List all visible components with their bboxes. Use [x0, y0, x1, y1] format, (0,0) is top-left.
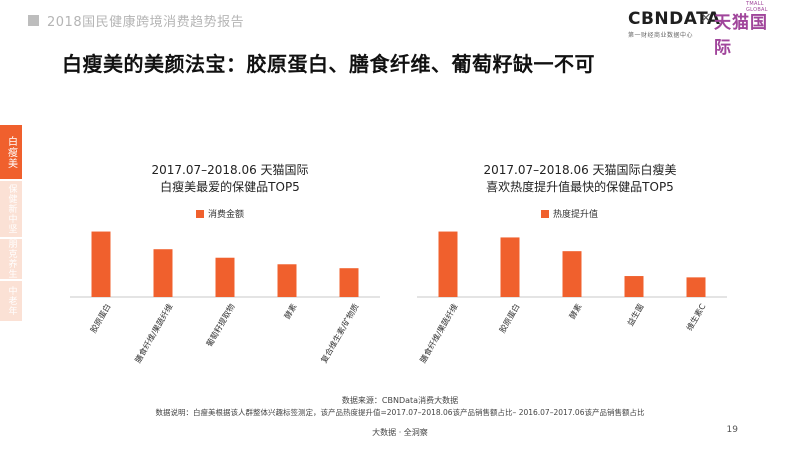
- chart-1-tick-label: 复合维生素/矿物质: [319, 302, 361, 365]
- chart-1-legend-label: 消费金额: [208, 210, 245, 220]
- data-note: 数据说明：白瘦美根据该人群整体兴趣标签测定，该产品热度提升值=2017.07–2…: [155, 408, 645, 417]
- chart-2-title: 2017.07–2018.06 天猫国际白瘦美 喜欢热度提升值最快的保健品TOP…: [450, 162, 710, 196]
- chart-1-bar: [339, 268, 359, 297]
- chart-1-legend-swatch: [196, 209, 204, 218]
- tmall-global-logo: 天猫国际: [714, 13, 768, 58]
- sidebar-item-active[interactable]: 白瘦美: [0, 125, 22, 179]
- chart-2-title-line1: 2017.07–2018.06 天猫国际白瘦美: [483, 163, 677, 177]
- data-source: 数据来源：CBNData消费大数据: [341, 396, 459, 405]
- cbndata-logo: CBNDATA: [628, 9, 721, 29]
- chart-2-bar: [438, 231, 458, 297]
- chart-2-tick-label: 酵素: [567, 302, 584, 321]
- logo-separator: ×: [700, 10, 712, 26]
- page-title: 白瘦美的美颜法宝：胶原蛋白、膳食纤维、葡萄籽缺一不可: [62, 52, 595, 76]
- chart-1-bar: [215, 257, 235, 297]
- cbndata-logo-subtitle: 第一财经商业数据中心: [628, 32, 694, 39]
- chart-2-bar: [624, 276, 644, 297]
- chart-1-legend: 消费金额: [196, 207, 244, 220]
- page-number: 19: [726, 425, 738, 435]
- chart-1-tick-label: 胶原蛋白: [88, 302, 113, 335]
- chart-2-bar: [500, 237, 520, 297]
- chart-1-bar: [91, 231, 111, 297]
- chart-1-tick-label: 膳食纤维/果蔬纤维: [133, 302, 175, 365]
- report-title: 2018国民健康跨境消费趋势报告: [47, 15, 245, 30]
- chart-2-legend-swatch: [541, 209, 549, 218]
- chart-1-tick-label: 葡萄籽提取物: [204, 302, 237, 349]
- chart-2-legend-label: 热度提升值: [553, 210, 599, 220]
- header-square-icon: [28, 15, 39, 26]
- chart-2-title-line2: 喜欢热度提升值最快的保健品TOP5: [486, 180, 674, 194]
- sidebar-item-elderly[interactable]: 中老年: [0, 281, 22, 321]
- chart-2-tick-label: 益生菌: [625, 302, 646, 328]
- sidebar-item-punk-wellness[interactable]: 朋克养生: [0, 239, 22, 279]
- tmall-global-logo-subtitle: TMALL GLOBAL: [746, 1, 768, 13]
- chart-2-tick-label: 胶原蛋白: [497, 302, 522, 335]
- chart-1-bar: [277, 264, 297, 297]
- sidebar-item-health-core[interactable]: 保健新中坚: [0, 181, 22, 237]
- footer-tagline: 大数据 · 全洞察: [372, 428, 428, 437]
- sidebar: 白瘦美 保健新中坚 朋克养生 中老年: [0, 125, 22, 321]
- chart-1-title-line1: 2017.07–2018.06 天猫国际: [151, 163, 309, 177]
- chart-1-tick-label: 酵素: [282, 302, 299, 321]
- chart-1-title-line2: 白瘦美最爱的保健品TOP5: [160, 180, 300, 194]
- chart-2-tick-label: 维生素C: [684, 301, 708, 332]
- chart-1-title: 2017.07–2018.06 天猫国际 白瘦美最爱的保健品TOP5: [100, 162, 360, 196]
- logo-area: CBNDATA 第一财经商业数据中心 × 天猫国际 TMALL GLOBAL: [628, 1, 778, 58]
- chart-2-legend: 热度提升值: [541, 207, 598, 220]
- chart-2-tick-label: 膳食纤维/果蔬纤维: [418, 302, 460, 365]
- chart-2-bar: [562, 251, 582, 297]
- chart-1-bar: [153, 249, 173, 297]
- chart-2-bar: [686, 277, 706, 297]
